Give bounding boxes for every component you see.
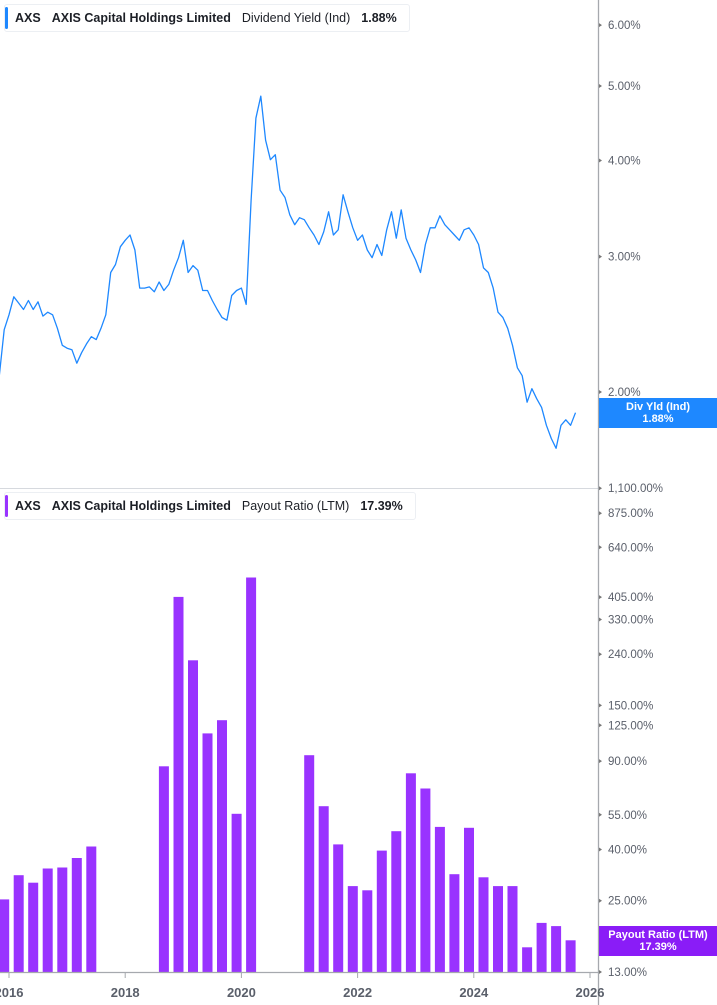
dividend-yield-legend[interactable]: AXS AXIS Capital Holdings Limited Divide… — [4, 4, 410, 32]
y-tick-label: 40.00% — [608, 844, 647, 856]
payout-ratio-bar — [231, 813, 242, 972]
x-tick-label: 2018 — [111, 985, 140, 1000]
payout-ratio-bar — [551, 926, 562, 972]
payout-ratio-bar — [449, 874, 460, 972]
payout-ratio-bar — [86, 846, 97, 972]
y-tick-label: 3.00% — [608, 252, 641, 264]
payout-ratio-bar — [391, 831, 402, 972]
payout-ratio-bar — [304, 755, 315, 972]
flag-value: 17.39% — [639, 941, 677, 953]
legend-ticker: AXS — [15, 11, 41, 25]
y-tick-mark — [599, 595, 602, 600]
dividend-yield-last-value-flag: Div Yld (Ind) 1.88% — [599, 398, 717, 428]
payout-ratio-bar — [188, 660, 198, 972]
legend-metric: Dividend Yield (Ind) — [241, 11, 351, 25]
y-tick-label: 405.00% — [608, 592, 653, 604]
y-tick-label: 875.00% — [608, 508, 653, 520]
payout-ratio-bar — [420, 788, 431, 972]
y-tick-mark — [599, 812, 602, 817]
payout-ratio-bar — [464, 827, 474, 972]
y-tick-mark — [599, 545, 602, 550]
y-tick-mark — [599, 970, 602, 974]
payout-ratio-bar — [13, 875, 24, 972]
y-tick-label: 4.00% — [608, 155, 641, 167]
y-tick-label: 6.00% — [608, 20, 641, 32]
y-tick-label: 55.00% — [608, 810, 647, 822]
dividend-yield-line — [0, 95, 577, 449]
y-tick-mark — [599, 158, 602, 163]
legend-metric: Payout Ratio (LTM) — [241, 499, 350, 513]
y-tick-label: 25.00% — [608, 896, 647, 908]
y-tick-label: 330.00% — [608, 614, 653, 626]
payout-ratio-bar — [493, 886, 503, 972]
series-color-marker — [5, 495, 8, 517]
payout-ratio-bar — [246, 577, 257, 972]
payout-ratio-bar — [347, 886, 358, 972]
payout-ratio-bar — [405, 773, 416, 972]
y-tick-label: 90.00% — [608, 756, 647, 768]
y-tick-label: 2.00% — [608, 387, 641, 399]
y-tick-mark — [599, 617, 602, 622]
payout-ratio-bar — [28, 882, 39, 972]
payout-ratio-bar — [318, 806, 329, 972]
legend-value: 1.88% — [361, 11, 397, 25]
payout-ratio-legend[interactable]: AXS AXIS Capital Holdings Limited Payout… — [4, 492, 416, 520]
payout-ratio-bar — [522, 947, 533, 972]
x-tick-label: 2026 — [576, 985, 605, 1000]
flag-label: Payout Ratio (LTM) — [608, 929, 708, 941]
legend-company: AXIS Capital Holdings Limited — [51, 11, 231, 25]
payout-ratio-bar — [333, 844, 344, 972]
payout-ratio-bar — [158, 766, 169, 972]
payout-ratio-bar — [507, 886, 518, 972]
x-tick-label: 2024 — [459, 985, 489, 1000]
payout-ratio-bar — [434, 826, 445, 972]
y-tick-mark — [599, 703, 602, 708]
payout-ratio-bar — [42, 868, 53, 972]
y-tick-label: 240.00% — [608, 649, 653, 661]
y-tick-label: 1,100.00% — [608, 483, 663, 495]
payout-ratio-bar — [362, 890, 373, 972]
y-tick-label: 13.00% — [608, 967, 647, 979]
legend-company: AXIS Capital Holdings Limited — [51, 499, 231, 513]
y-tick-mark — [599, 847, 602, 852]
payout-ratio-bar — [478, 877, 489, 972]
payout-ratio-bar — [376, 850, 387, 972]
y-tick-label: 5.00% — [608, 81, 641, 93]
y-tick-mark — [599, 759, 602, 764]
payout-ratio-bar — [57, 867, 68, 972]
y-tick-label: 125.00% — [608, 720, 653, 732]
y-tick-mark — [599, 723, 602, 728]
y-tick-mark — [599, 23, 602, 28]
series-color-marker — [5, 7, 8, 29]
payout-ratio-bar — [202, 733, 213, 972]
flag-label: Div Yld (Ind) — [626, 401, 690, 413]
y-tick-mark — [599, 83, 602, 88]
payout-ratio-last-value-flag: Payout Ratio (LTM) 17.39% — [599, 926, 717, 956]
y-tick-mark — [599, 652, 602, 657]
payout-ratio-bar — [173, 596, 184, 972]
y-tick-mark — [599, 511, 602, 516]
payout-ratio-bar — [217, 720, 227, 972]
x-tick-label: 2016 — [0, 985, 23, 1000]
y-tick-mark — [599, 254, 602, 259]
payout-ratio-bar — [565, 940, 576, 972]
payout-ratio-bar — [536, 922, 547, 972]
legend-ticker: AXS — [15, 499, 41, 513]
x-tick-label: 2020 — [227, 985, 256, 1000]
flag-value: 1.88% — [642, 413, 674, 425]
y-tick-mark — [599, 390, 602, 394]
y-tick-mark — [599, 898, 602, 903]
x-tick-label: 2022 — [343, 985, 372, 1000]
y-tick-label: 150.00% — [608, 700, 653, 712]
y-tick-mark — [599, 486, 602, 491]
legend-value: 17.39% — [360, 499, 403, 513]
y-tick-label: 640.00% — [608, 542, 653, 554]
payout-ratio-bar — [71, 858, 82, 972]
payout-ratio-bar — [0, 899, 10, 972]
